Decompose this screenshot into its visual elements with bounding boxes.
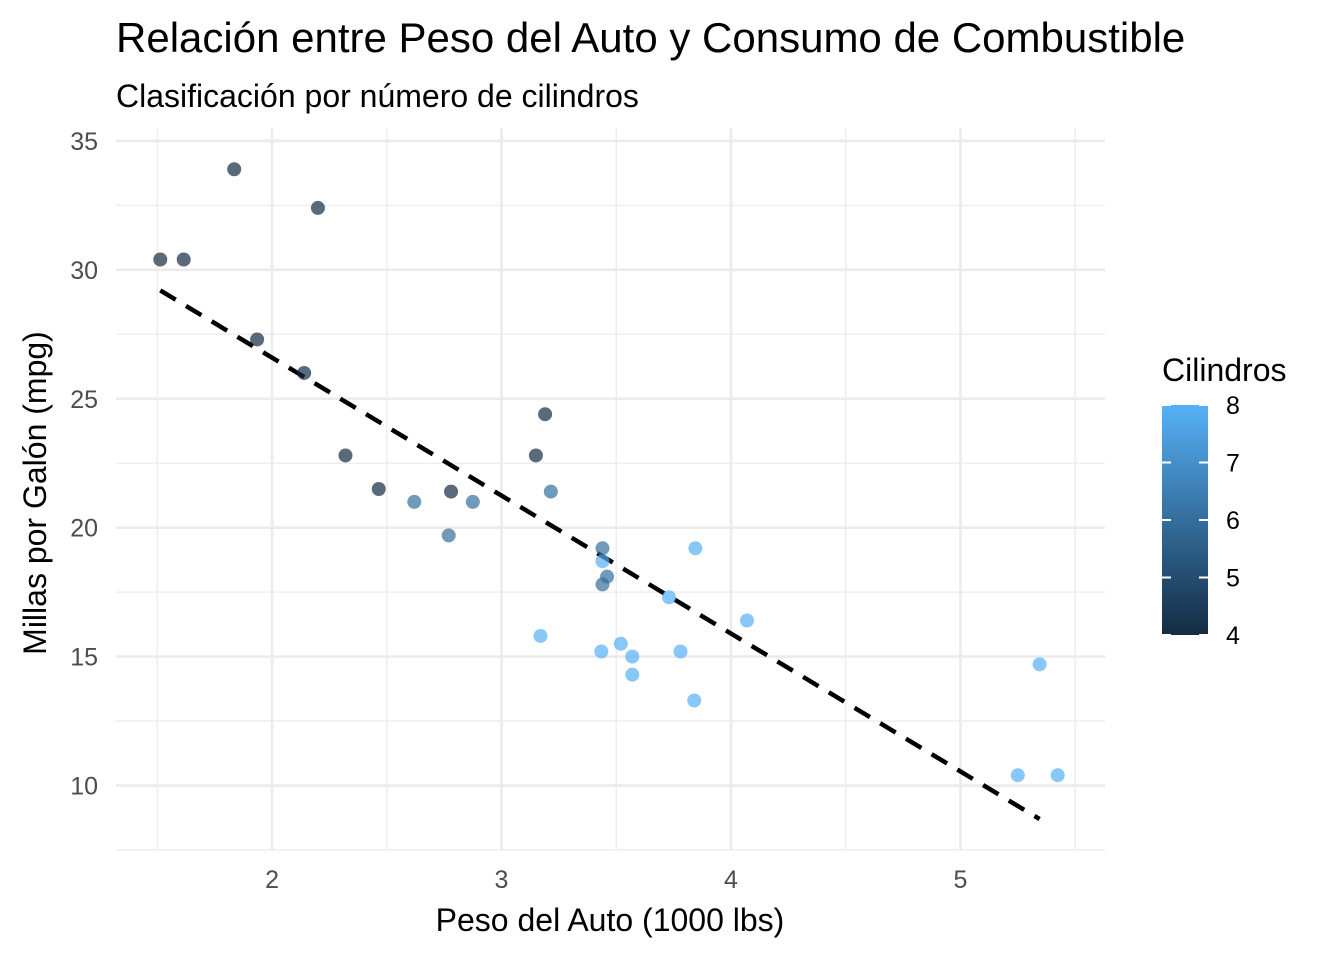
data-point — [153, 252, 168, 267]
y-axis-ticks: 10 15 20 25 30 35 — [70, 128, 98, 801]
data-points — [153, 162, 1065, 783]
data-point — [227, 162, 242, 177]
legend-tick-label: 5 — [1226, 565, 1240, 593]
data-point — [595, 577, 610, 592]
data-point — [625, 667, 640, 682]
data-point — [687, 693, 702, 708]
data-point — [662, 590, 677, 605]
data-point — [1050, 768, 1065, 783]
data-point — [595, 554, 610, 569]
y-tick-label: 30 — [70, 257, 98, 285]
data-point — [740, 613, 755, 628]
legend-tick-label: 6 — [1226, 507, 1240, 535]
y-tick-label: 25 — [70, 386, 98, 414]
data-point — [528, 448, 543, 463]
data-point — [297, 365, 312, 380]
x-tick-label: 3 — [495, 866, 509, 894]
x-axis-title: Peso del Auto (1000 lbs) — [436, 902, 785, 938]
data-point — [595, 541, 610, 556]
y-axis-title: Millas por Galón (mpg) — [17, 331, 53, 655]
data-point — [533, 628, 548, 643]
data-point — [1010, 768, 1025, 783]
legend-tick-label: 4 — [1226, 622, 1240, 650]
grid — [116, 128, 1105, 851]
legend-ticks: 4 5 6 7 8 — [1162, 392, 1240, 650]
data-point — [538, 407, 553, 422]
data-point — [310, 200, 325, 215]
y-tick-label: 35 — [70, 128, 98, 156]
legend-title: Cilindros — [1162, 352, 1286, 388]
x-tick-label: 4 — [724, 866, 738, 894]
data-point — [338, 448, 353, 463]
x-axis-ticks: 2 3 4 5 — [265, 866, 967, 894]
data-point — [250, 332, 265, 347]
data-point — [371, 482, 386, 496]
legend-tick-label: 7 — [1226, 450, 1240, 478]
data-point — [594, 644, 609, 659]
data-point — [1032, 657, 1047, 672]
x-tick-label: 2 — [265, 866, 279, 894]
y-tick-label: 15 — [70, 644, 98, 672]
y-tick-label: 20 — [70, 515, 98, 543]
data-point — [407, 494, 422, 509]
x-tick-label: 5 — [953, 866, 967, 894]
data-point — [625, 649, 640, 664]
data-point — [176, 252, 191, 267]
data-point — [673, 644, 688, 659]
chart-subtitle: Clasificación por número de cilindros — [116, 78, 639, 114]
data-point — [444, 484, 459, 499]
chart-title: Relación entre Peso del Auto y Consumo d… — [116, 14, 1185, 61]
data-point — [613, 636, 628, 651]
legend: Cilindros 4 5 6 7 8 — [1162, 352, 1286, 650]
legend-tick-label: 8 — [1226, 392, 1240, 420]
y-tick-label: 10 — [70, 773, 98, 801]
data-point — [465, 494, 480, 509]
data-point — [688, 541, 703, 556]
data-point — [543, 484, 558, 499]
data-point — [441, 528, 456, 543]
